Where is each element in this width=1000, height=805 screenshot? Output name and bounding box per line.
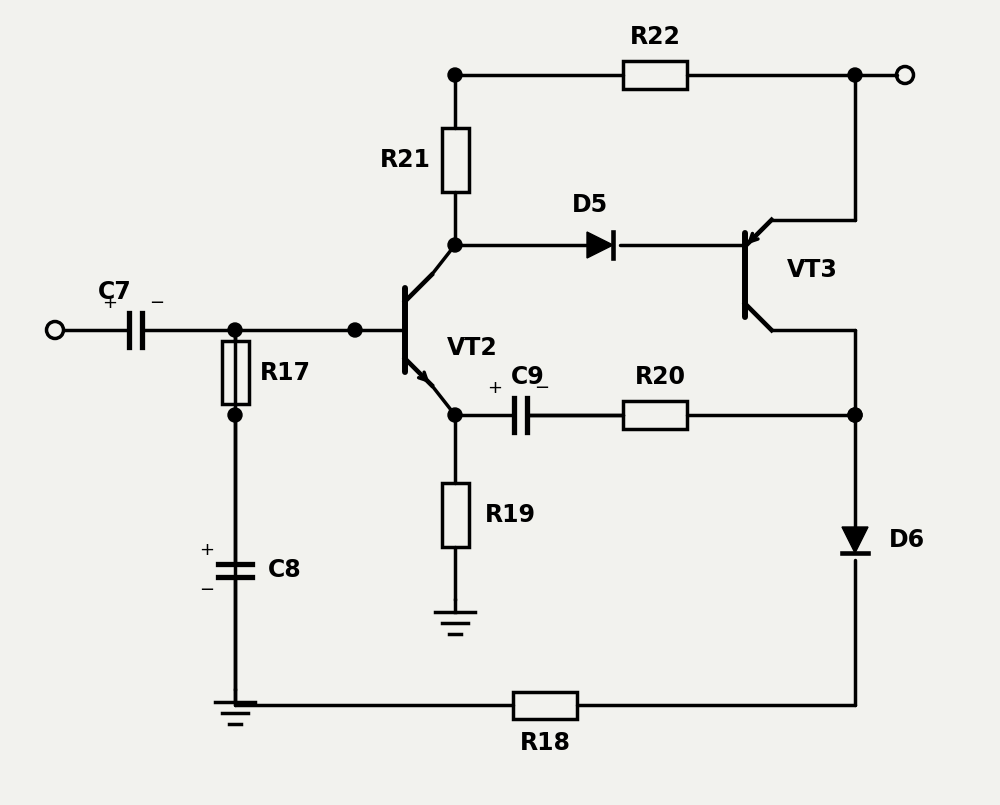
Text: R21: R21 [380, 148, 430, 172]
Polygon shape [587, 232, 613, 258]
Text: +: + [103, 294, 118, 312]
Circle shape [228, 408, 242, 422]
Bar [222, 341, 248, 404]
Circle shape [228, 323, 242, 337]
Circle shape [448, 238, 462, 252]
Bar [442, 128, 469, 192]
Text: −: − [199, 581, 215, 599]
Text: −: − [534, 379, 550, 397]
Text: R17: R17 [260, 361, 310, 385]
Bar [623, 402, 687, 428]
Text: +: + [488, 379, 503, 397]
Circle shape [448, 408, 462, 422]
Text: R19: R19 [484, 503, 536, 527]
Polygon shape [842, 527, 868, 553]
Text: C7: C7 [98, 280, 132, 304]
Bar [442, 483, 469, 547]
Bar [623, 61, 687, 89]
Text: VT3: VT3 [787, 258, 838, 282]
Text: −: − [149, 294, 165, 312]
Text: +: + [200, 541, 215, 559]
Circle shape [848, 408, 862, 422]
Circle shape [348, 323, 362, 337]
Bar [513, 691, 577, 719]
Circle shape [448, 68, 462, 82]
Text: C8: C8 [268, 558, 302, 582]
Circle shape [848, 408, 862, 422]
Text: VT2: VT2 [447, 336, 498, 360]
Text: R22: R22 [630, 25, 680, 49]
Text: R20: R20 [635, 365, 686, 389]
Text: D5: D5 [572, 193, 608, 217]
Text: C9: C9 [511, 365, 545, 389]
Circle shape [848, 68, 862, 82]
Text: R18: R18 [520, 731, 570, 755]
Text: D6: D6 [889, 528, 925, 552]
